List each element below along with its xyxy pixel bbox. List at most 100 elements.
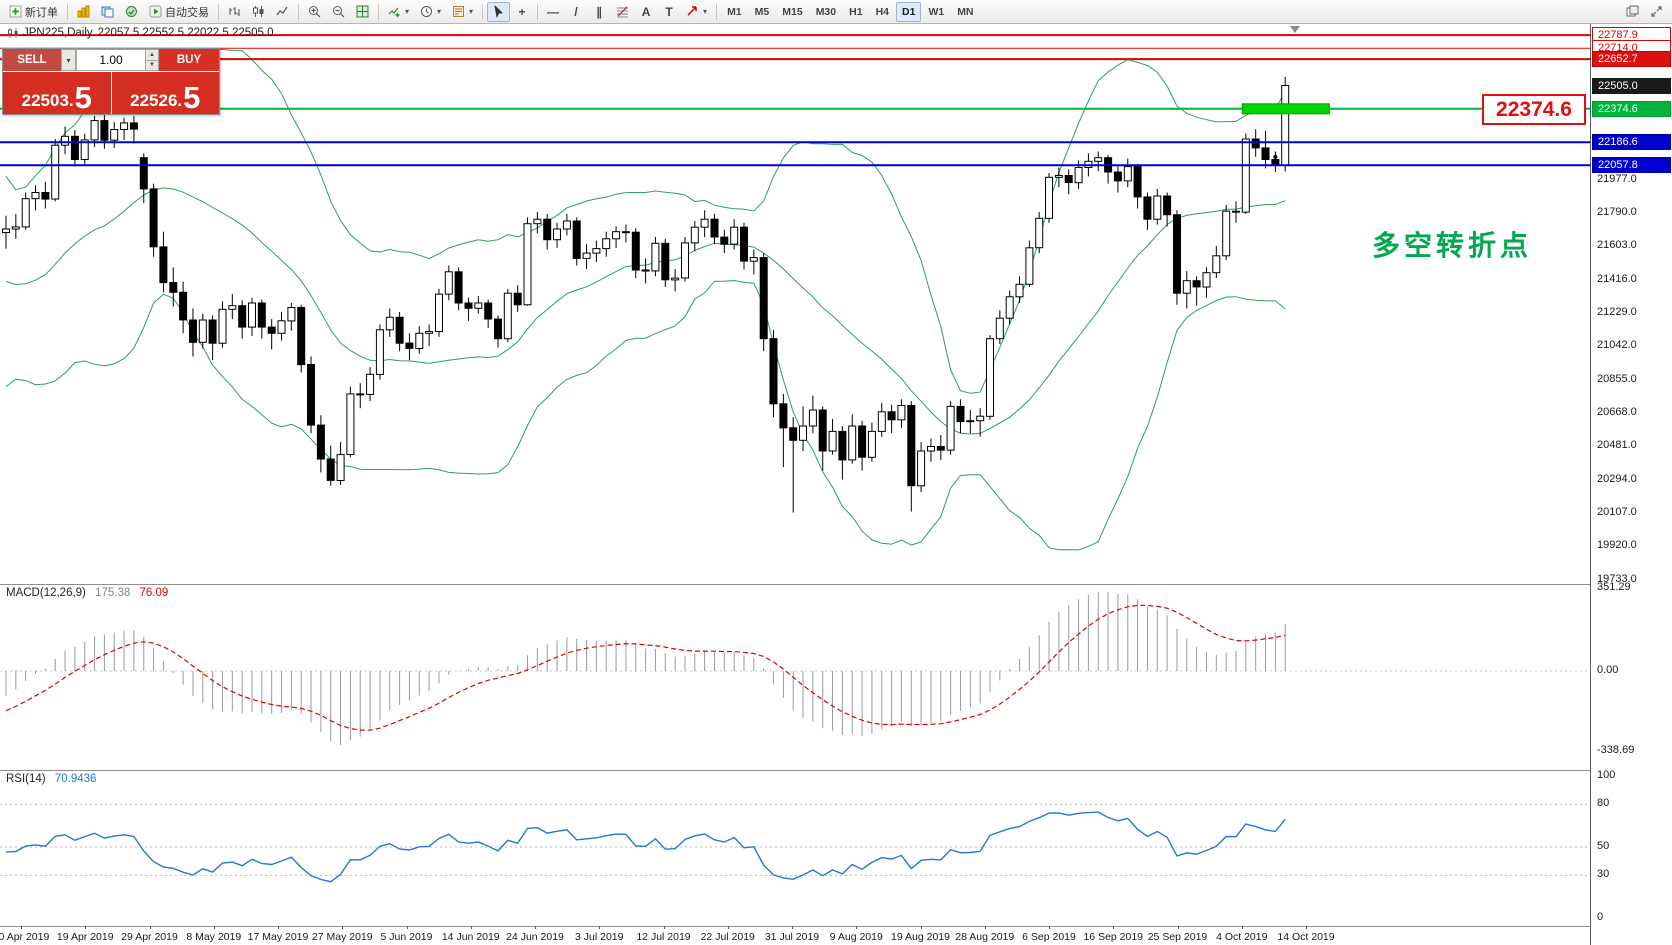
expand-chart-button[interactable] [1645,2,1668,22]
new-order-button[interactable]: 新订单 [4,2,63,22]
cursor-button[interactable] [487,1,511,22]
date-tick [856,926,858,929]
time-axis[interactable]: 10 Apr 2019 19 Apr 2019 29 Apr 2019 8 May 2… [0,926,1590,945]
date-tick [149,926,151,929]
toolbar-separator [298,3,299,20]
crosshair-button[interactable]: + [511,2,533,22]
autotrading-button[interactable]: 自动交易 [144,2,214,22]
date-tick [599,926,601,929]
new-order-label: 新订单 [25,6,58,19]
macd-histogram [5,591,1286,746]
price-chart[interactable] [0,24,1590,584]
rsi-name: RSI(14) [6,773,46,785]
trendline-button[interactable]: / [565,2,587,22]
date-label: 8 May 2019 [186,931,242,943]
terminal-button[interactable] [120,2,143,22]
date-tick [1177,926,1179,929]
date-label: 27 May 2019 [311,931,373,943]
date-label: 25 Sep 2019 [1147,931,1208,943]
bars-chart-button[interactable] [223,2,246,22]
zoom-out-button[interactable] [327,2,350,22]
dot-marker [1273,154,1278,159]
arrows-tool-button[interactable]: ▾ [681,2,712,22]
timeframe-H4[interactable]: H4 [875,5,889,18]
candles-chart-icon [253,6,264,17]
timeframe-D1[interactable]: D1 [896,1,922,22]
timeframe-M30[interactable]: M30 [815,5,837,18]
indicators-button[interactable]: ▾ [383,2,414,22]
date-tick [1049,926,1050,929]
rsi-axis-label: 50 [1597,840,1610,852]
date-label: 28 Aug 2019 [955,931,1015,943]
zoom-in-button[interactable] [303,2,326,22]
chart-region: 21977.0 21790.0 21603.0 21416.0 21229.0 21042… [0,24,1672,945]
date-tick [1306,926,1307,929]
date-label: 22 Jul 2019 [700,931,755,943]
label-tool-button[interactable]: T [658,2,680,22]
dock-windows-button[interactable] [1621,2,1644,22]
sell-price[interactable]: 22503. 5 [3,72,112,114]
label-tool-icon: T [665,4,673,19]
charts-button[interactable] [72,2,95,22]
volume-decrease-button[interactable]: ▼ [146,60,158,70]
timeframe-M5[interactable]: M5 [754,5,770,18]
timeframe-MN[interactable]: MN [957,5,974,18]
text-tool-button[interactable]: A [635,2,657,22]
templates-button[interactable]: ▾ [447,2,478,22]
timeframe-M15[interactable]: M15 [782,5,803,18]
price-axis-label: 21416.0 [1597,272,1637,285]
fibonacci-button[interactable] [611,2,634,22]
autotrading-label: 自动交易 [165,6,209,19]
dropdown-caret-icon: ▾ [405,7,410,16]
templates-icon [453,6,465,17]
channel-button[interactable]: ∥ [588,2,610,22]
periods-clock-icon [421,6,433,17]
line-chart-button[interactable] [271,2,294,22]
toolbar-separator [378,3,379,20]
timeframe-M1[interactable]: M1 [727,5,742,18]
price-axis-label: 19733.0 [1597,572,1637,585]
date-tick [984,926,986,929]
volume-increase-button[interactable]: ▲ [146,50,158,61]
buy-button[interactable]: BUY [159,49,219,71]
dock-windows-icon [1626,5,1639,17]
date-tick [213,926,215,929]
macd-panel[interactable] [0,584,1590,770]
volume-dropdown-button[interactable]: ▾ [61,49,76,71]
date-tick [278,926,279,929]
sell-button[interactable]: SELL [3,49,61,71]
charts-icon [77,5,90,18]
rsi-panel[interactable] [0,770,1590,926]
candles-chart-button[interactable] [247,2,270,22]
price-tag: 22186.6 [1592,134,1671,151]
zoom-out-icon [333,6,345,18]
bars-chart-icon [229,7,240,16]
periods-button[interactable]: ▾ [415,2,446,22]
highlight-zone[interactable] [1241,103,1330,115]
timeframe-H1[interactable]: H1 [849,5,863,18]
macd-value: 175.38 [95,587,131,599]
chinese-annotation-text: 多空转折点 [1372,230,1533,261]
ohlc-values: 22057.5 22552.5 22022.5 22505.0 [97,27,274,39]
horizontal-line-button[interactable]: — [542,2,564,22]
macd-panel-separator[interactable] [0,584,1672,585]
rsi-axis-label: 0 [1597,911,1604,923]
dropdown-caret-icon: ▾ [437,7,442,16]
one-click-trading-panel: SELL ▾ ▲ ▼ BUY 22503.5 22526.5 [2,48,220,115]
buy-price[interactable]: 22526. 5 [112,72,220,114]
profiles-button[interactable] [96,2,119,22]
macd-axis-label: 351.29 [1597,580,1631,593]
chart-shift-marker[interactable] [1290,26,1300,33]
rsi-panel-separator[interactable] [0,770,1672,771]
tile-windows-button[interactable] [351,2,374,22]
macd-axis-label: 0.00 [1597,664,1619,676]
rsi-value: 70.9436 [54,773,97,785]
buy-price-pip: 5 [183,80,201,115]
text-tool-icon: A [641,4,651,19]
volume-input[interactable] [77,50,145,70]
horizontal-lines[interactable] [0,34,1590,167]
timeframe-W1[interactable]: W1 [928,5,945,18]
price-axis[interactable]: 21977.0 21790.0 21603.0 21416.0 21229.0 21042… [1590,24,1672,945]
buy-price-main: 22526. [130,91,183,110]
